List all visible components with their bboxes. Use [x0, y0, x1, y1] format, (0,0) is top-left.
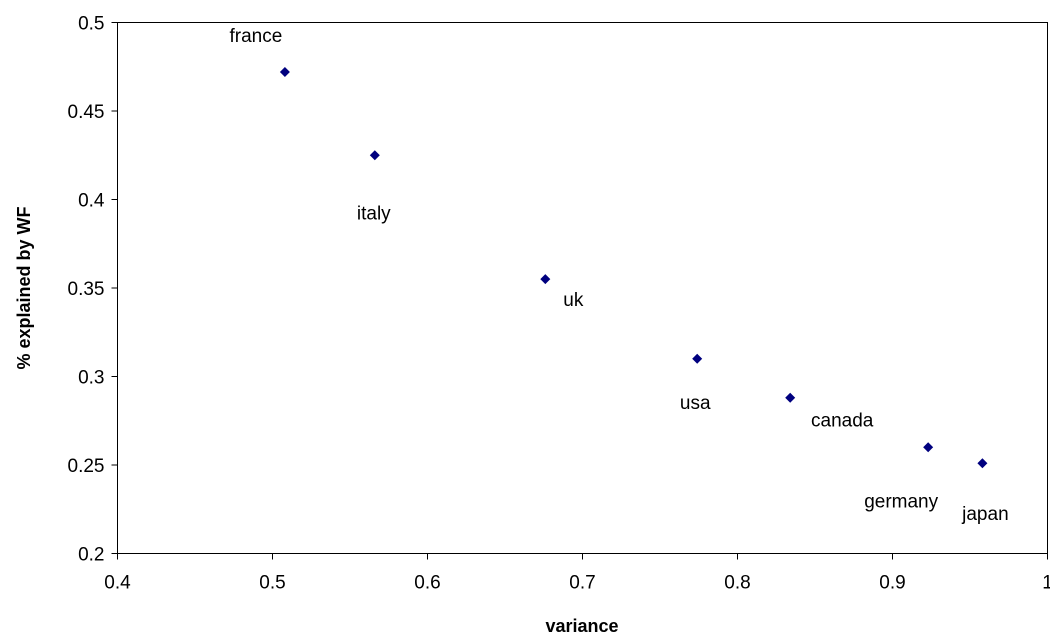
- point-label-germany: germany: [864, 491, 938, 512]
- x-tick-label: 0.4: [104, 573, 131, 594]
- x-axis-title: variance: [545, 616, 618, 636]
- y-tick-label: 0.3: [78, 368, 104, 389]
- data-point-japan: [977, 458, 988, 469]
- point-label-france: france: [229, 26, 282, 47]
- x-tick-label: 0.5: [259, 573, 285, 594]
- point-label-japan: japan: [961, 504, 1009, 525]
- data-points: [279, 67, 988, 469]
- point-label-usa: usa: [680, 393, 711, 414]
- x-tick-label: 0.7: [569, 573, 595, 594]
- data-point-usa: [692, 353, 703, 364]
- y-axis-title: % explained by WF: [14, 206, 34, 369]
- data-point-italy: [369, 150, 380, 161]
- y-tick-label: 0.25: [68, 456, 105, 477]
- y-tick-label: 0.35: [68, 279, 105, 300]
- x-tick-label: 0.9: [879, 573, 905, 594]
- data-point-uk: [540, 274, 551, 285]
- x-tick-label: 1: [1042, 573, 1050, 594]
- point-label-uk: uk: [563, 290, 584, 311]
- data-point-france: [279, 67, 290, 78]
- data-point-canada: [785, 392, 796, 403]
- point-label-italy: italy: [357, 203, 391, 224]
- y-tick-label: 0.45: [68, 102, 105, 123]
- point-label-canada: canada: [811, 411, 874, 432]
- y-tick-label: 0.2: [78, 545, 104, 566]
- plot-area: [117, 22, 1048, 554]
- data-point-germany: [923, 442, 934, 453]
- y-tick-label: 0.5: [78, 14, 104, 35]
- y-axis: 0.2 0.25 0.3 0.35 0.4 0.45 0.5: [68, 14, 118, 566]
- y-tick-label: 0.4: [78, 191, 105, 212]
- point-labels: france italy uk usa canada germany japan: [229, 26, 1008, 525]
- x-tick-label: 0.6: [414, 573, 440, 594]
- x-axis: 0.4 0.5 0.6 0.7 0.8 0.9 1: [104, 553, 1050, 594]
- x-tick-label: 0.8: [724, 573, 750, 594]
